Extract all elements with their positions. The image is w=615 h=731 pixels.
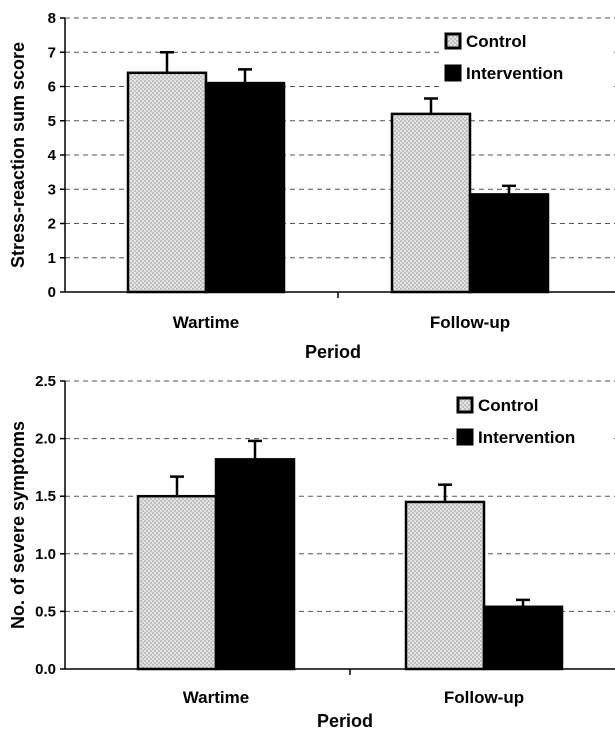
x-axis-title: Period (305, 342, 361, 362)
bar-control-follow-up (404, 500, 486, 671)
y-tick-label: 0 (48, 284, 56, 301)
legend-label-intervention: Intervention (478, 428, 575, 447)
category-label: Wartime (173, 313, 239, 332)
legend-swatch-intervention (456, 428, 474, 446)
legend-label-control: Control (478, 396, 538, 415)
legend-swatch-control (456, 396, 474, 414)
bar-intervention-wartime (214, 458, 296, 671)
legend-box (442, 26, 612, 92)
stress-reaction-chart: 0 1 2 3 4 5 6 7 8 Wartime Follow-up Period Stress-re… (8, 10, 615, 362)
x-axis-title: Period (317, 711, 373, 731)
legend-label-control: Control (466, 32, 526, 51)
bar-intervention-follow-up (468, 193, 550, 294)
y-tick-label: 1.5 (35, 488, 56, 505)
bar-control-wartime (126, 71, 208, 294)
category-label: Follow-up (430, 313, 510, 332)
y-tick-label: 4 (48, 147, 57, 164)
legend: Control Intervention (454, 390, 614, 456)
category-label: Follow-up (444, 688, 524, 707)
category-label: Wartime (183, 688, 249, 707)
y-tick-label: 2.5 (35, 373, 56, 390)
legend-swatch-intervention (444, 64, 462, 82)
y-tick-label: 2.0 (35, 431, 56, 448)
y-tick-label: 0.5 (35, 603, 56, 620)
y-tick-label: 1.0 (35, 546, 56, 563)
bar-intervention-follow-up (482, 605, 564, 671)
legend-label-intervention: Intervention (466, 64, 563, 83)
y-tick-label: 3 (48, 181, 56, 198)
legend-box (454, 390, 614, 456)
bar-intervention-wartime (204, 81, 286, 294)
legend: Control Intervention (442, 26, 612, 92)
y-tick-label: 5 (48, 113, 56, 130)
y-tick-label: 1 (48, 250, 56, 267)
bar-control-wartime (136, 494, 218, 671)
y-tick-label: 0.0 (35, 661, 56, 678)
y-axis-title: No. of severe symptoms (8, 421, 28, 629)
legend-swatch-control (444, 32, 462, 50)
y-tick-label: 7 (48, 44, 56, 61)
severe-symptoms-chart: 0.0 0.5 1.0 1.5 2.0 2.5 Wartime Follow-up Period… (8, 373, 615, 731)
bar-control-follow-up (390, 112, 472, 294)
y-axis-title: Stress-reaction sum score (8, 42, 28, 268)
y-tick-label: 8 (48, 10, 56, 27)
y-tick-label: 6 (48, 79, 56, 96)
y-tick-label: 2 (48, 216, 56, 233)
